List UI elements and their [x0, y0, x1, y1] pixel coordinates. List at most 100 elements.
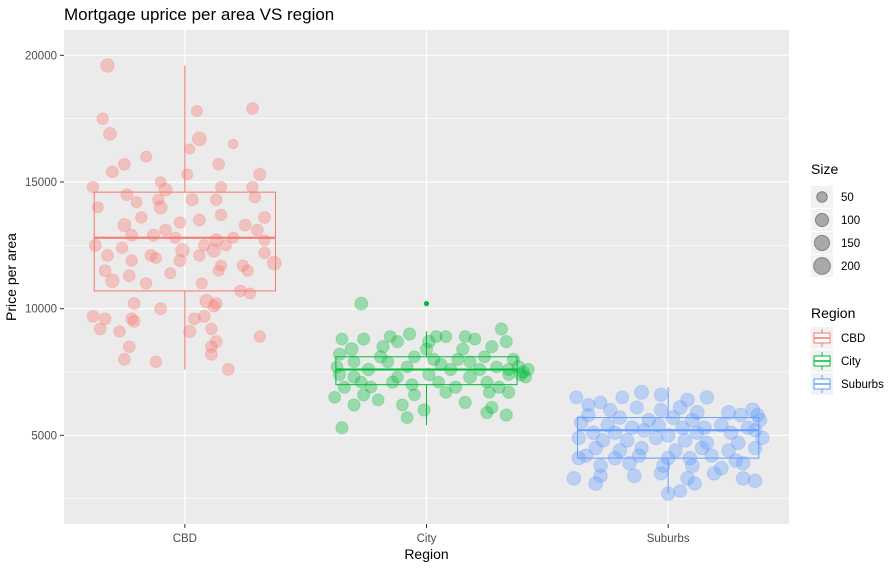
data-point-city [492, 380, 506, 394]
data-point-city [482, 385, 496, 399]
data-point-city [332, 367, 347, 382]
data-point-cbd [258, 211, 272, 224]
data-point-cbd [215, 181, 228, 194]
data-point-cbd [173, 216, 187, 229]
legend-region-label: Suburbs [841, 379, 884, 391]
data-point-cbd [130, 196, 143, 209]
box [93, 191, 276, 292]
boxplot-city [335, 301, 518, 426]
data-point-cbd [215, 259, 228, 272]
data-point-cbd [101, 249, 114, 262]
data-point-suburbs [581, 407, 596, 423]
data-point-city [344, 342, 359, 357]
data-point-city [395, 398, 409, 412]
data-point-suburbs [600, 417, 616, 433]
data-point-suburbs [713, 460, 729, 476]
data-point-suburbs [694, 440, 710, 456]
data-point-cbd [98, 312, 112, 326]
data-point-city [463, 355, 477, 369]
legend-size-label: 150 [841, 238, 860, 250]
data-point-city [519, 370, 533, 384]
data-point-cbd [244, 287, 257, 300]
data-point-cbd [197, 239, 211, 252]
data-point-suburbs [750, 407, 765, 423]
data-point-suburbs [588, 476, 604, 491]
data-point-cbd [253, 167, 267, 182]
data-point-suburbs [680, 392, 695, 408]
data-point-cbd [96, 112, 109, 125]
data-point-city [332, 347, 347, 361]
data-point-city [468, 332, 482, 346]
data-point-suburbs [713, 417, 729, 433]
legend-region-label: CBD [841, 333, 865, 345]
data-point-city [448, 380, 463, 394]
data-point-city [456, 342, 470, 356]
data-point-city [347, 355, 361, 369]
data-point-cbd [258, 234, 271, 247]
data-point-suburbs [733, 407, 749, 423]
data-point-cbd [125, 228, 139, 242]
data-point-cbd [250, 223, 264, 237]
data-point-suburbs [626, 468, 642, 484]
data-point-suburbs [593, 468, 608, 484]
data-point-cbd [164, 267, 177, 280]
legend-region-title: Region [811, 305, 855, 321]
data-point-cbd [184, 143, 196, 155]
data-point-cbd [181, 168, 194, 181]
legend-size-label: 100 [841, 215, 860, 227]
data-point-suburbs [593, 458, 608, 474]
data-point-cbd [188, 312, 201, 326]
data-point-suburbs [602, 402, 618, 418]
data-point-cbd [113, 325, 126, 338]
data-point-cbd [140, 150, 153, 163]
data-point-suburbs [747, 473, 763, 489]
data-point-city [402, 327, 417, 341]
data-point-cbd [127, 314, 141, 328]
data-point-cbd [183, 324, 197, 339]
data-point-cbd [105, 273, 120, 289]
data-point-city [432, 375, 446, 389]
data-point-city [434, 357, 448, 372]
y-tick-label: 15000 [25, 177, 57, 189]
data-point-city [381, 355, 395, 369]
data-point-cbd [205, 322, 218, 336]
data-point-cbd [193, 249, 206, 262]
data-point-suburbs [668, 443, 683, 458]
data-point-city [391, 370, 404, 384]
data-point-cbd [158, 182, 173, 197]
data-point-cbd [214, 208, 228, 222]
data-point-cbd [219, 239, 232, 252]
data-point-cbd [122, 269, 136, 283]
data-point-suburbs [581, 397, 596, 413]
data-point-city [376, 340, 390, 354]
data-point-city [347, 398, 361, 412]
legend-size-key [816, 191, 828, 203]
x-tick-label: City [417, 533, 437, 545]
data-point-suburbs [653, 387, 669, 403]
legend-key-bg [811, 232, 833, 254]
legend-size-key [813, 257, 831, 275]
data-point-suburbs [656, 458, 671, 473]
legend-key-bg [811, 186, 833, 208]
data-point-city [490, 360, 504, 374]
data-point-city [417, 403, 431, 417]
data-point-suburbs [629, 400, 644, 415]
data-point-cbd [86, 309, 100, 323]
data-point-cbd [117, 157, 131, 171]
data-point-suburbs [631, 448, 647, 463]
data-point-suburbs [593, 395, 608, 410]
boxplot-cbd [93, 65, 276, 370]
data-point-cbd [153, 200, 168, 215]
data-point-suburbs [672, 399, 688, 415]
data-point-city [407, 388, 421, 402]
data-point-cbd [246, 180, 259, 194]
data-point-cbd [115, 241, 129, 255]
data-point-cbd [117, 217, 132, 233]
data-point-cbd [135, 211, 148, 224]
data-point-suburbs [569, 390, 584, 405]
data-point-suburbs [607, 425, 623, 441]
legend: Size 50 100 150 200 Region CBD City Suburbs [811, 161, 884, 395]
data-point-cbd [210, 193, 223, 206]
outlier-point [423, 301, 430, 307]
